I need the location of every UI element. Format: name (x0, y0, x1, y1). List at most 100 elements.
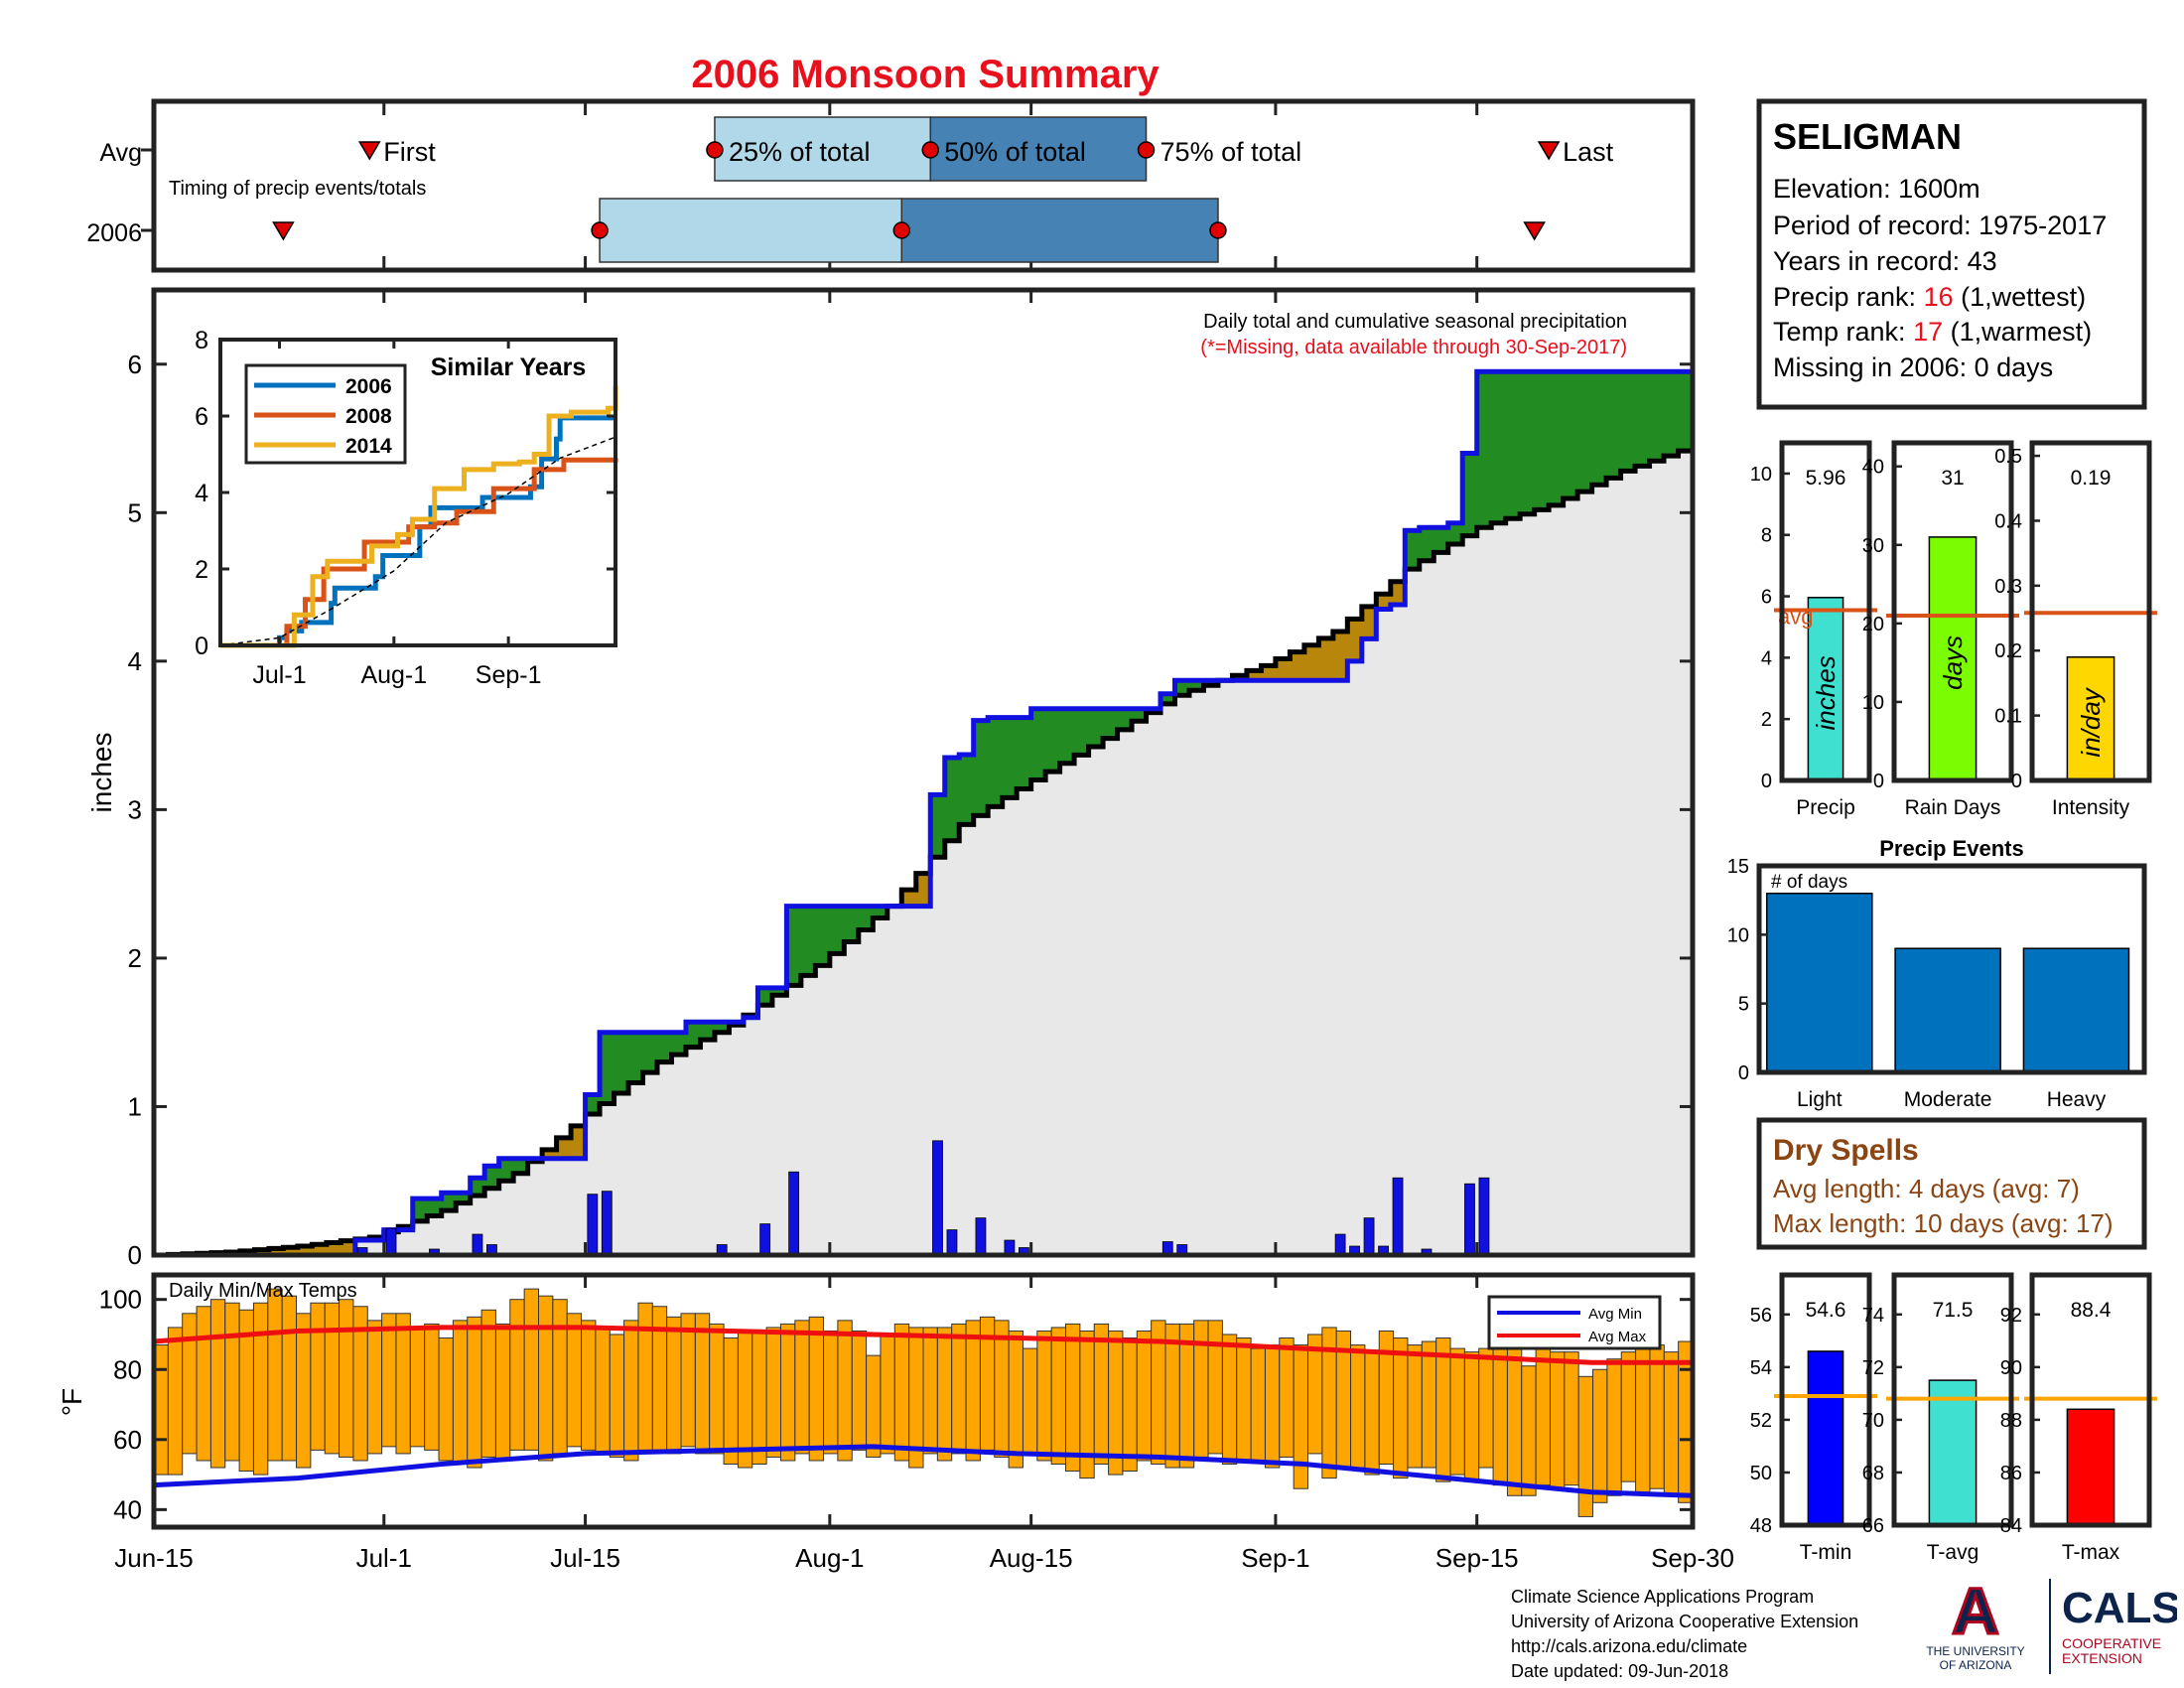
inset-xtick-label: Jul-1 (252, 661, 306, 689)
similar-years-lines (219, 385, 618, 648)
cals-cooperative-extension-logo: CALS COOPERATIVE EXTENSION (2049, 1579, 2177, 1674)
above-average-segment (498, 1158, 514, 1182)
timing-avg-p25-marker (706, 141, 724, 159)
daily-precip-bar (1363, 1217, 1375, 1256)
daily-temp-bar (1178, 1323, 1195, 1469)
avg-max-temp-line (153, 1325, 1693, 1365)
daily-temp-bar (1649, 1344, 1665, 1489)
above-average-segment (685, 1022, 701, 1048)
date-xtick-label: Aug-1 (795, 1543, 864, 1573)
daily-temp-bar (1236, 1337, 1252, 1462)
daily-temp-bar (893, 1323, 910, 1462)
temp-y-label: °F (57, 1388, 87, 1416)
daily-precip-bar (932, 1140, 943, 1256)
events-ytick-label: 10 (1727, 924, 1749, 946)
above-average-segment (1534, 371, 1550, 510)
daily-temp-bar (1606, 1358, 1622, 1496)
above-average-segment (1563, 371, 1578, 498)
daily-temp-bar (566, 1313, 583, 1448)
above-average-segment (786, 906, 802, 986)
timing-p50-label: 50% of total (944, 137, 1086, 167)
below-average-segment (312, 1244, 328, 1255)
daily-temp-bar (922, 1327, 938, 1455)
inset-xtick-label: Sep-1 (476, 661, 542, 689)
below-average-segment (1261, 665, 1277, 681)
above-average-segment (628, 1032, 644, 1083)
daily-temp-bar (1421, 1340, 1437, 1469)
summary-category-label: Rain Days (1905, 796, 2001, 819)
temp-legend-frame (1487, 1295, 1662, 1350)
daily-temp-bar (751, 1330, 767, 1466)
summary-bar-unit-label: in/day (2076, 686, 2106, 757)
daily-precip-bar (759, 1223, 771, 1256)
similar-years-line-2006 (220, 415, 615, 648)
below-average-segment (1376, 594, 1392, 610)
ua-logo-letter: A (1952, 1574, 1999, 1647)
date-xtick-label: Sep-30 (1651, 1543, 1734, 1573)
daily-temp-bar (1463, 1351, 1480, 1482)
daily-precip-bar (1392, 1177, 1404, 1256)
daily-temp-bar (267, 1288, 283, 1462)
main-ytick-label: 3 (128, 794, 142, 824)
above-average-segment (700, 1022, 716, 1041)
summary-category-label: Intensity (2052, 796, 2130, 819)
above-average-segment (1074, 708, 1090, 756)
above-average-segment (829, 906, 845, 954)
summary-ytick-label: 84 (2000, 1515, 2022, 1537)
summary-ytick-label: 30 (1862, 535, 1884, 557)
daily-temp-bar (224, 1302, 240, 1462)
summary-ytick-label: 0.4 (1994, 510, 2022, 532)
similar-years-line-2014 (220, 385, 618, 648)
daily-temp-bar (623, 1320, 639, 1462)
daily-precip-bar (1478, 1177, 1490, 1256)
daily-temp-bar (851, 1330, 868, 1451)
temp-legend-label-avg-min: Avg Min (1588, 1306, 1642, 1323)
above-average-segment (1620, 371, 1636, 472)
above-average-segment (1433, 527, 1449, 553)
summary-value-label: 54.6 (1806, 1299, 1846, 1322)
summary-ytick-label: 70 (1862, 1410, 1884, 1432)
date-xtick-label: Jun-15 (114, 1543, 194, 1573)
above-average-segment (614, 1032, 629, 1094)
summary-panel-tmin_panel: 54.6 48 50 52 54 56 T-min (1750, 1272, 1877, 1564)
cals-logo-line2: EXTENSION (2062, 1650, 2142, 1666)
daily-temp-bar (182, 1313, 198, 1455)
summary-ytick-label: 0 (1761, 771, 1772, 792)
daily-temp-bar (538, 1295, 554, 1462)
legend-label-2008: 2008 (345, 405, 392, 428)
station-info-box: SELIGMAN Elevation: 1600m Period of reco… (1756, 98, 2147, 410)
below-average-segment (1347, 619, 1363, 661)
summary-ytick-label: 0.1 (1994, 706, 2022, 728)
daily-temp-bar (209, 1299, 226, 1469)
above-average-segment (642, 1032, 658, 1073)
inset-xtick-label: Aug-1 (360, 661, 427, 689)
summary-ytick-label: 0 (2011, 771, 2022, 792)
similar-years-y-axis: 0 2 4 6 8 (195, 327, 615, 660)
above-average-segment (1405, 530, 1421, 570)
summary-ytick-label: 20 (1862, 614, 1884, 635)
daily-temp-bar (1435, 1337, 1451, 1482)
below-average-segment (542, 1149, 558, 1159)
below-average-segment (1290, 651, 1305, 681)
daily-temp-bar (366, 1320, 383, 1455)
summary-category-label: T-min (1800, 1541, 1852, 1564)
timing-avg-first-marker (357, 141, 381, 161)
daily-temp-bar (339, 1299, 354, 1458)
above-average-segment (844, 906, 860, 942)
main-y-label: inches (86, 733, 117, 813)
daily-temp-bar (1549, 1351, 1566, 1489)
dry-spells-max-length: Max length: 10 days (avg: 17) (1773, 1208, 2114, 1238)
daily-temp-bars (153, 1288, 1694, 1517)
inset-ytick-label: 2 (195, 556, 208, 584)
timing-panel: Avg 2006 Timing of precip events/totals … (86, 98, 1696, 273)
daily-temp-bar (709, 1323, 725, 1455)
above-average-segment (988, 717, 1004, 807)
cals-logo-wordmark: CALS (2062, 1584, 2177, 1632)
summary-panel-tavg_panel: 71.5 66 68 70 72 74 T-avg (1862, 1272, 2019, 1564)
summary-ytick-label: 10 (1862, 692, 1884, 714)
date-xtick-label: Jul-15 (550, 1543, 620, 1573)
above-average-segment (513, 1158, 529, 1174)
dry-spells-frame (1756, 1117, 2147, 1250)
daily-temp-bar (1364, 1351, 1380, 1476)
